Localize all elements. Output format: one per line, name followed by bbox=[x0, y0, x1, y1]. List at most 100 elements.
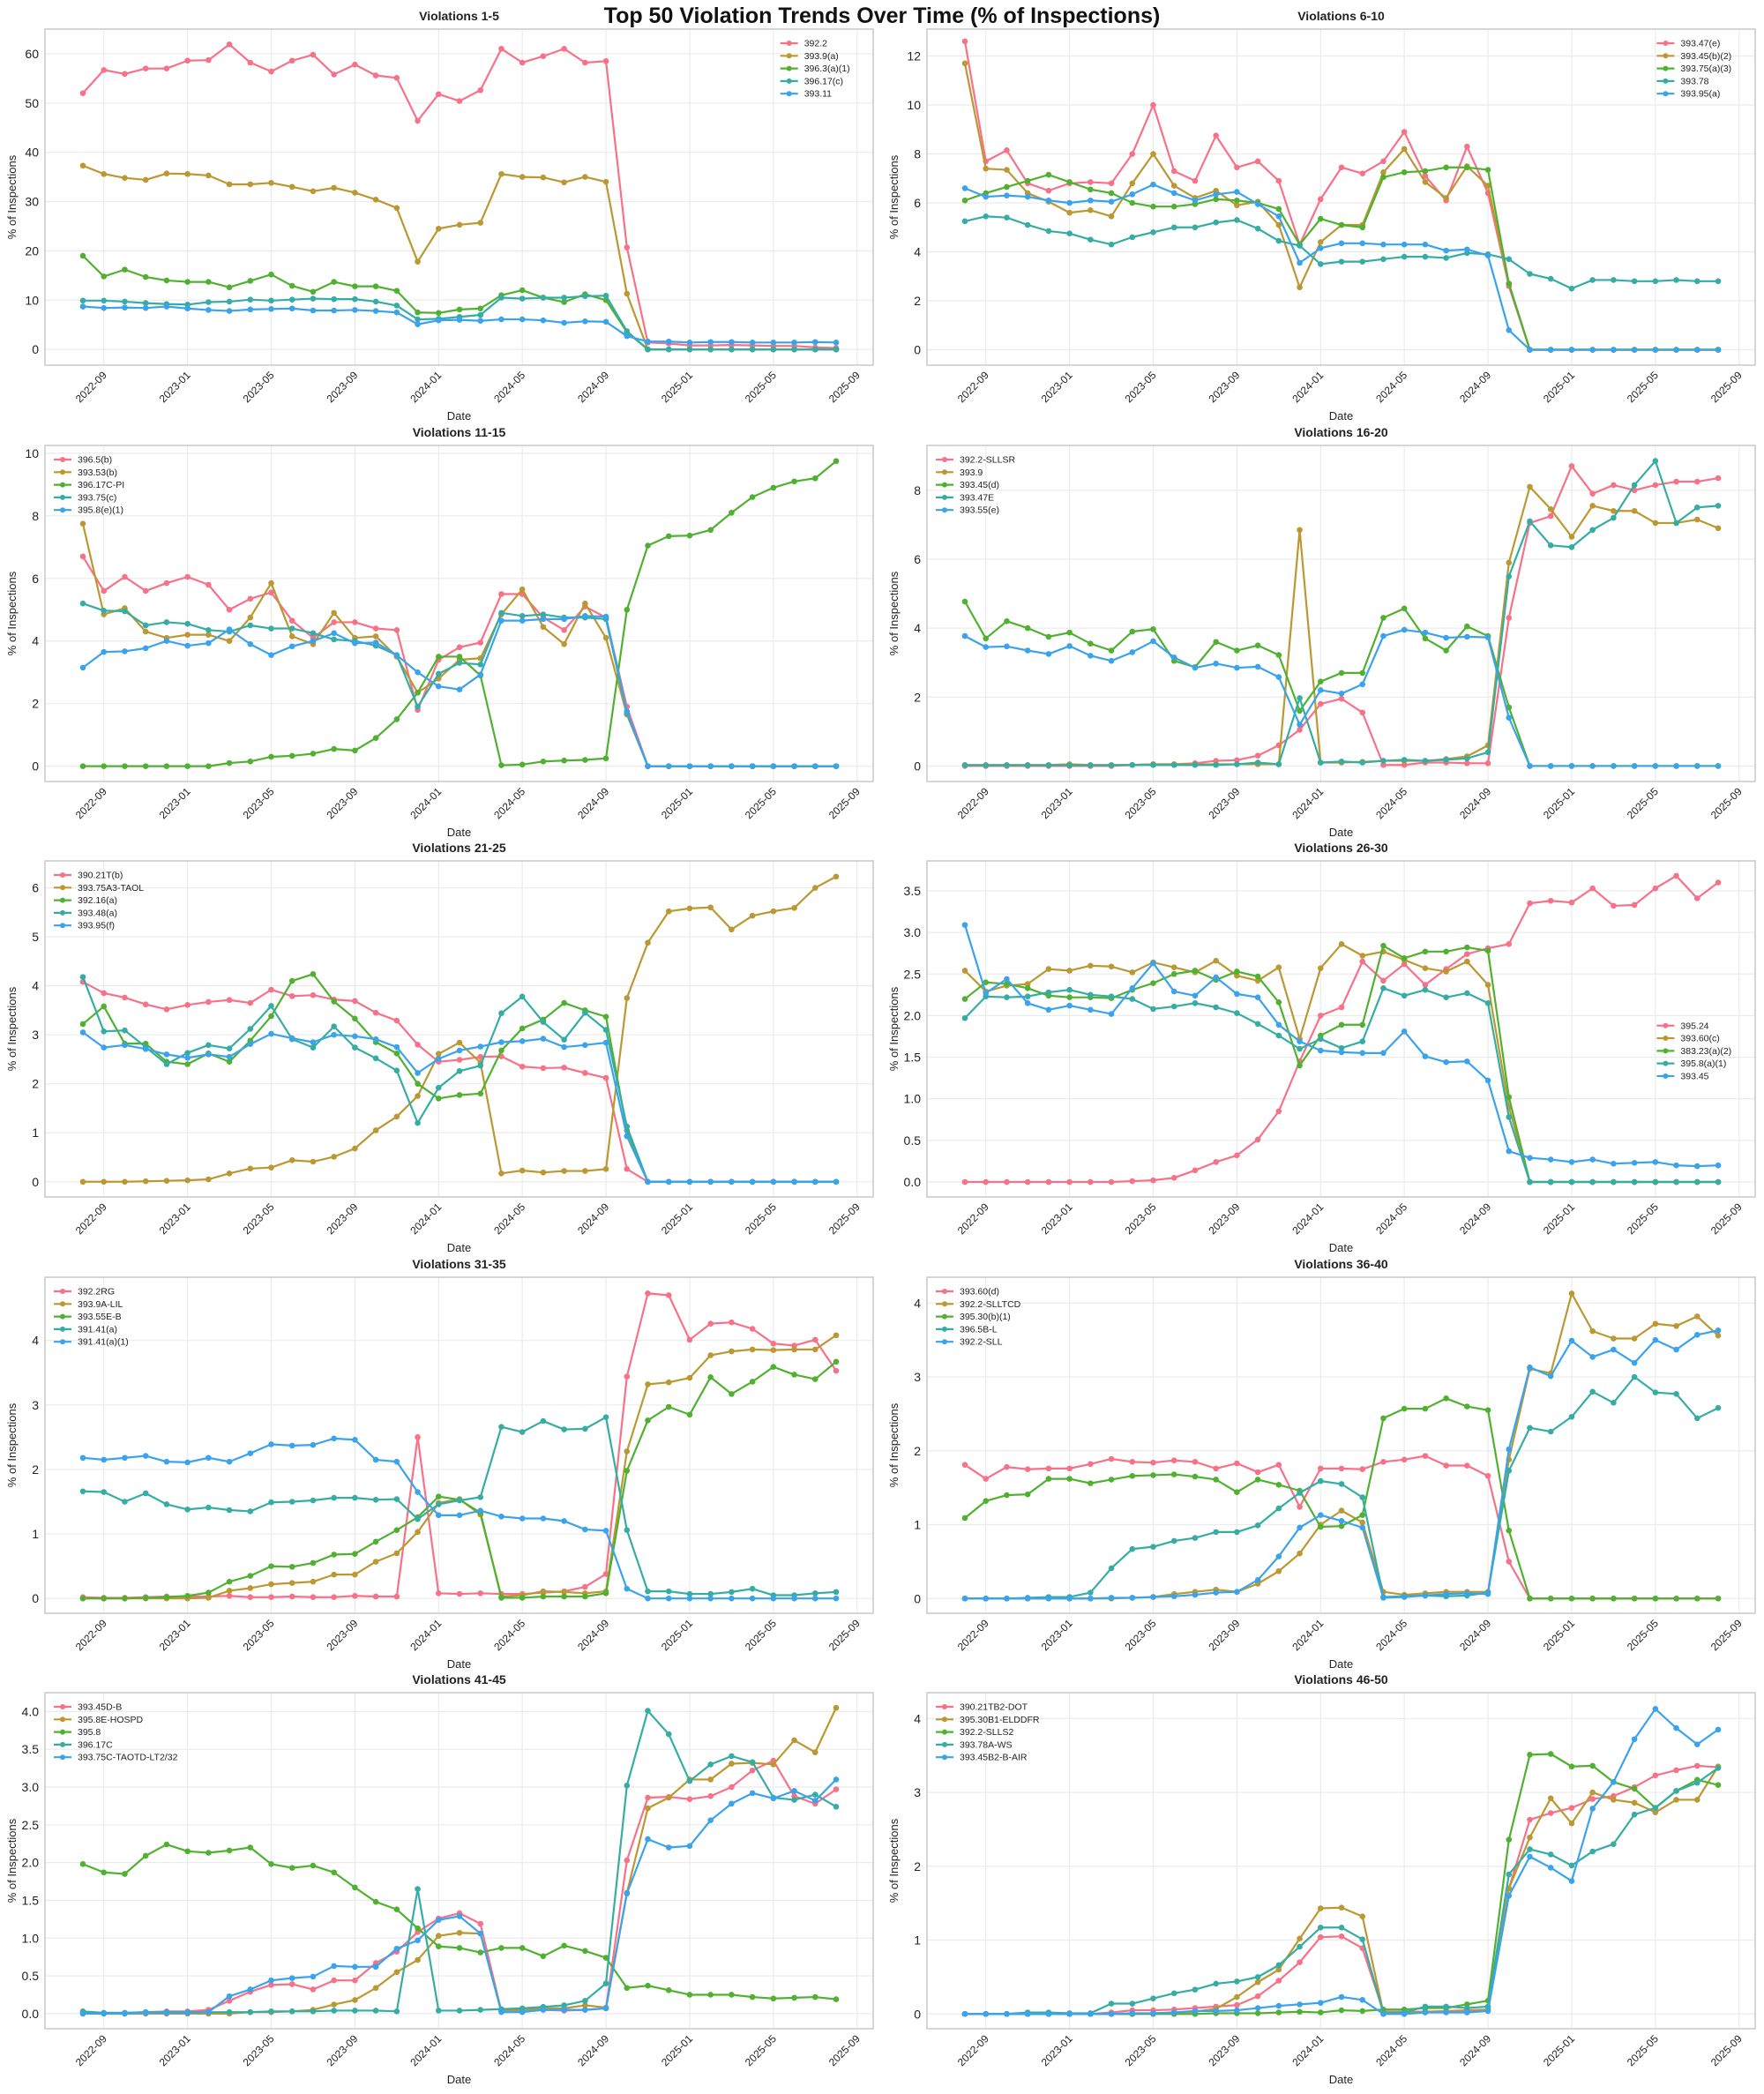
data-point bbox=[1527, 518, 1533, 524]
data-point bbox=[1547, 347, 1554, 353]
series-393.45B2-B-AIR bbox=[961, 1706, 1722, 2017]
legend-label: 393.55(e) bbox=[960, 505, 999, 515]
data-point bbox=[1150, 1593, 1156, 1600]
subplot-3: 0 2 4 6 8 10 2022-09 2023-01 2023-05 2023-09 2024-… bbox=[0, 416, 882, 839]
y-tick-label: 3 bbox=[914, 1370, 921, 1384]
data-point bbox=[1066, 1595, 1073, 1602]
data-point bbox=[101, 1869, 108, 1876]
data-point bbox=[1380, 761, 1387, 768]
data-point bbox=[184, 1592, 191, 1599]
data-point bbox=[1359, 669, 1366, 676]
data-point bbox=[226, 606, 233, 613]
data-point bbox=[1359, 240, 1366, 247]
data-point bbox=[1213, 638, 1219, 645]
data-point bbox=[1589, 1178, 1596, 1185]
x-tick-label: 2023-01 bbox=[1039, 1200, 1075, 1237]
data-point bbox=[331, 745, 337, 752]
figure-title: Top 50 Violation Trends Over Time (% of … bbox=[603, 4, 1161, 28]
data-point bbox=[770, 1795, 777, 1802]
data-point bbox=[142, 1594, 149, 1601]
data-point bbox=[561, 2007, 567, 2013]
data-point bbox=[1024, 177, 1031, 184]
x-axis-label: Date bbox=[447, 1657, 471, 1671]
data-point bbox=[1527, 1816, 1533, 1823]
data-point bbox=[1568, 347, 1575, 353]
data-point bbox=[352, 2008, 358, 2014]
data-point bbox=[1317, 239, 1324, 245]
data-point bbox=[1464, 143, 1470, 150]
data-point bbox=[833, 1704, 840, 1711]
data-point bbox=[1484, 759, 1491, 767]
data-point bbox=[1024, 221, 1031, 228]
data-point bbox=[247, 306, 254, 313]
data-point bbox=[1088, 2010, 1094, 2017]
data-point bbox=[582, 293, 588, 300]
data-point bbox=[791, 477, 797, 484]
data-point bbox=[1317, 1924, 1324, 1931]
data-point bbox=[1108, 963, 1115, 970]
data-point bbox=[163, 303, 170, 310]
data-point bbox=[1297, 243, 1303, 249]
data-point bbox=[1568, 1290, 1575, 1297]
data-point bbox=[372, 1127, 379, 1133]
data-point bbox=[1234, 2001, 1240, 2008]
data-point bbox=[770, 1178, 777, 1185]
data-point bbox=[498, 761, 505, 768]
data-point bbox=[206, 1176, 212, 1183]
data-point bbox=[1234, 189, 1240, 195]
data-point bbox=[645, 1178, 651, 1185]
data-point bbox=[352, 1145, 358, 1152]
data-point bbox=[1715, 524, 1722, 531]
data-point bbox=[645, 1417, 651, 1424]
data-point bbox=[1401, 253, 1408, 260]
data-point bbox=[247, 278, 254, 284]
data-point bbox=[1254, 1522, 1261, 1529]
data-point bbox=[1317, 2009, 1324, 2015]
data-point bbox=[833, 1332, 840, 1338]
y-axis-label: % of Inspections bbox=[887, 986, 901, 1071]
data-point bbox=[707, 1178, 714, 1185]
legend-marker bbox=[60, 923, 65, 929]
legend-marker bbox=[60, 1326, 65, 1332]
data-point bbox=[1170, 2009, 1177, 2015]
data-point bbox=[811, 346, 818, 353]
data-point bbox=[1045, 1465, 1052, 1471]
legend-marker bbox=[942, 1326, 947, 1332]
x-tick-label: 2025-09 bbox=[826, 2032, 863, 2068]
data-point bbox=[1443, 1590, 1449, 1597]
data-point bbox=[1422, 2009, 1429, 2015]
data-point bbox=[226, 1993, 233, 2000]
data-point bbox=[1254, 225, 1261, 232]
data-point bbox=[1443, 647, 1449, 654]
data-point bbox=[961, 1014, 968, 1021]
data-point bbox=[1275, 2009, 1282, 2015]
data-point bbox=[1254, 158, 1261, 165]
data-point bbox=[791, 1595, 797, 1601]
data-point bbox=[811, 1346, 818, 1352]
data-point bbox=[983, 213, 990, 220]
data-point bbox=[791, 905, 797, 911]
data-point bbox=[1401, 626, 1408, 632]
data-point bbox=[288, 296, 295, 303]
data-point bbox=[226, 1170, 233, 1177]
plot-frame bbox=[44, 1692, 874, 2030]
legend-marker bbox=[942, 1313, 947, 1320]
data-point bbox=[1170, 1456, 1177, 1463]
data-point bbox=[1066, 230, 1073, 237]
data-point bbox=[665, 1794, 672, 1801]
legend-marker bbox=[60, 1754, 65, 1761]
data-point bbox=[1338, 690, 1345, 697]
data-point bbox=[1359, 224, 1366, 231]
data-point bbox=[1192, 761, 1199, 768]
subplot-9: 0.0 0.5 1.0 1.5 2.0 2.5 3.0 3.5 4.0 2022-09 2023-0… bbox=[0, 1664, 882, 2086]
legend-marker bbox=[942, 506, 947, 512]
data-point bbox=[1338, 941, 1345, 947]
data-point bbox=[1088, 652, 1094, 659]
data-point bbox=[1170, 1592, 1177, 1599]
data-point bbox=[247, 1593, 254, 1600]
legend-marker bbox=[60, 909, 65, 916]
data-point bbox=[352, 283, 358, 289]
legend-marker bbox=[942, 1338, 947, 1344]
data-point bbox=[393, 1017, 400, 1024]
